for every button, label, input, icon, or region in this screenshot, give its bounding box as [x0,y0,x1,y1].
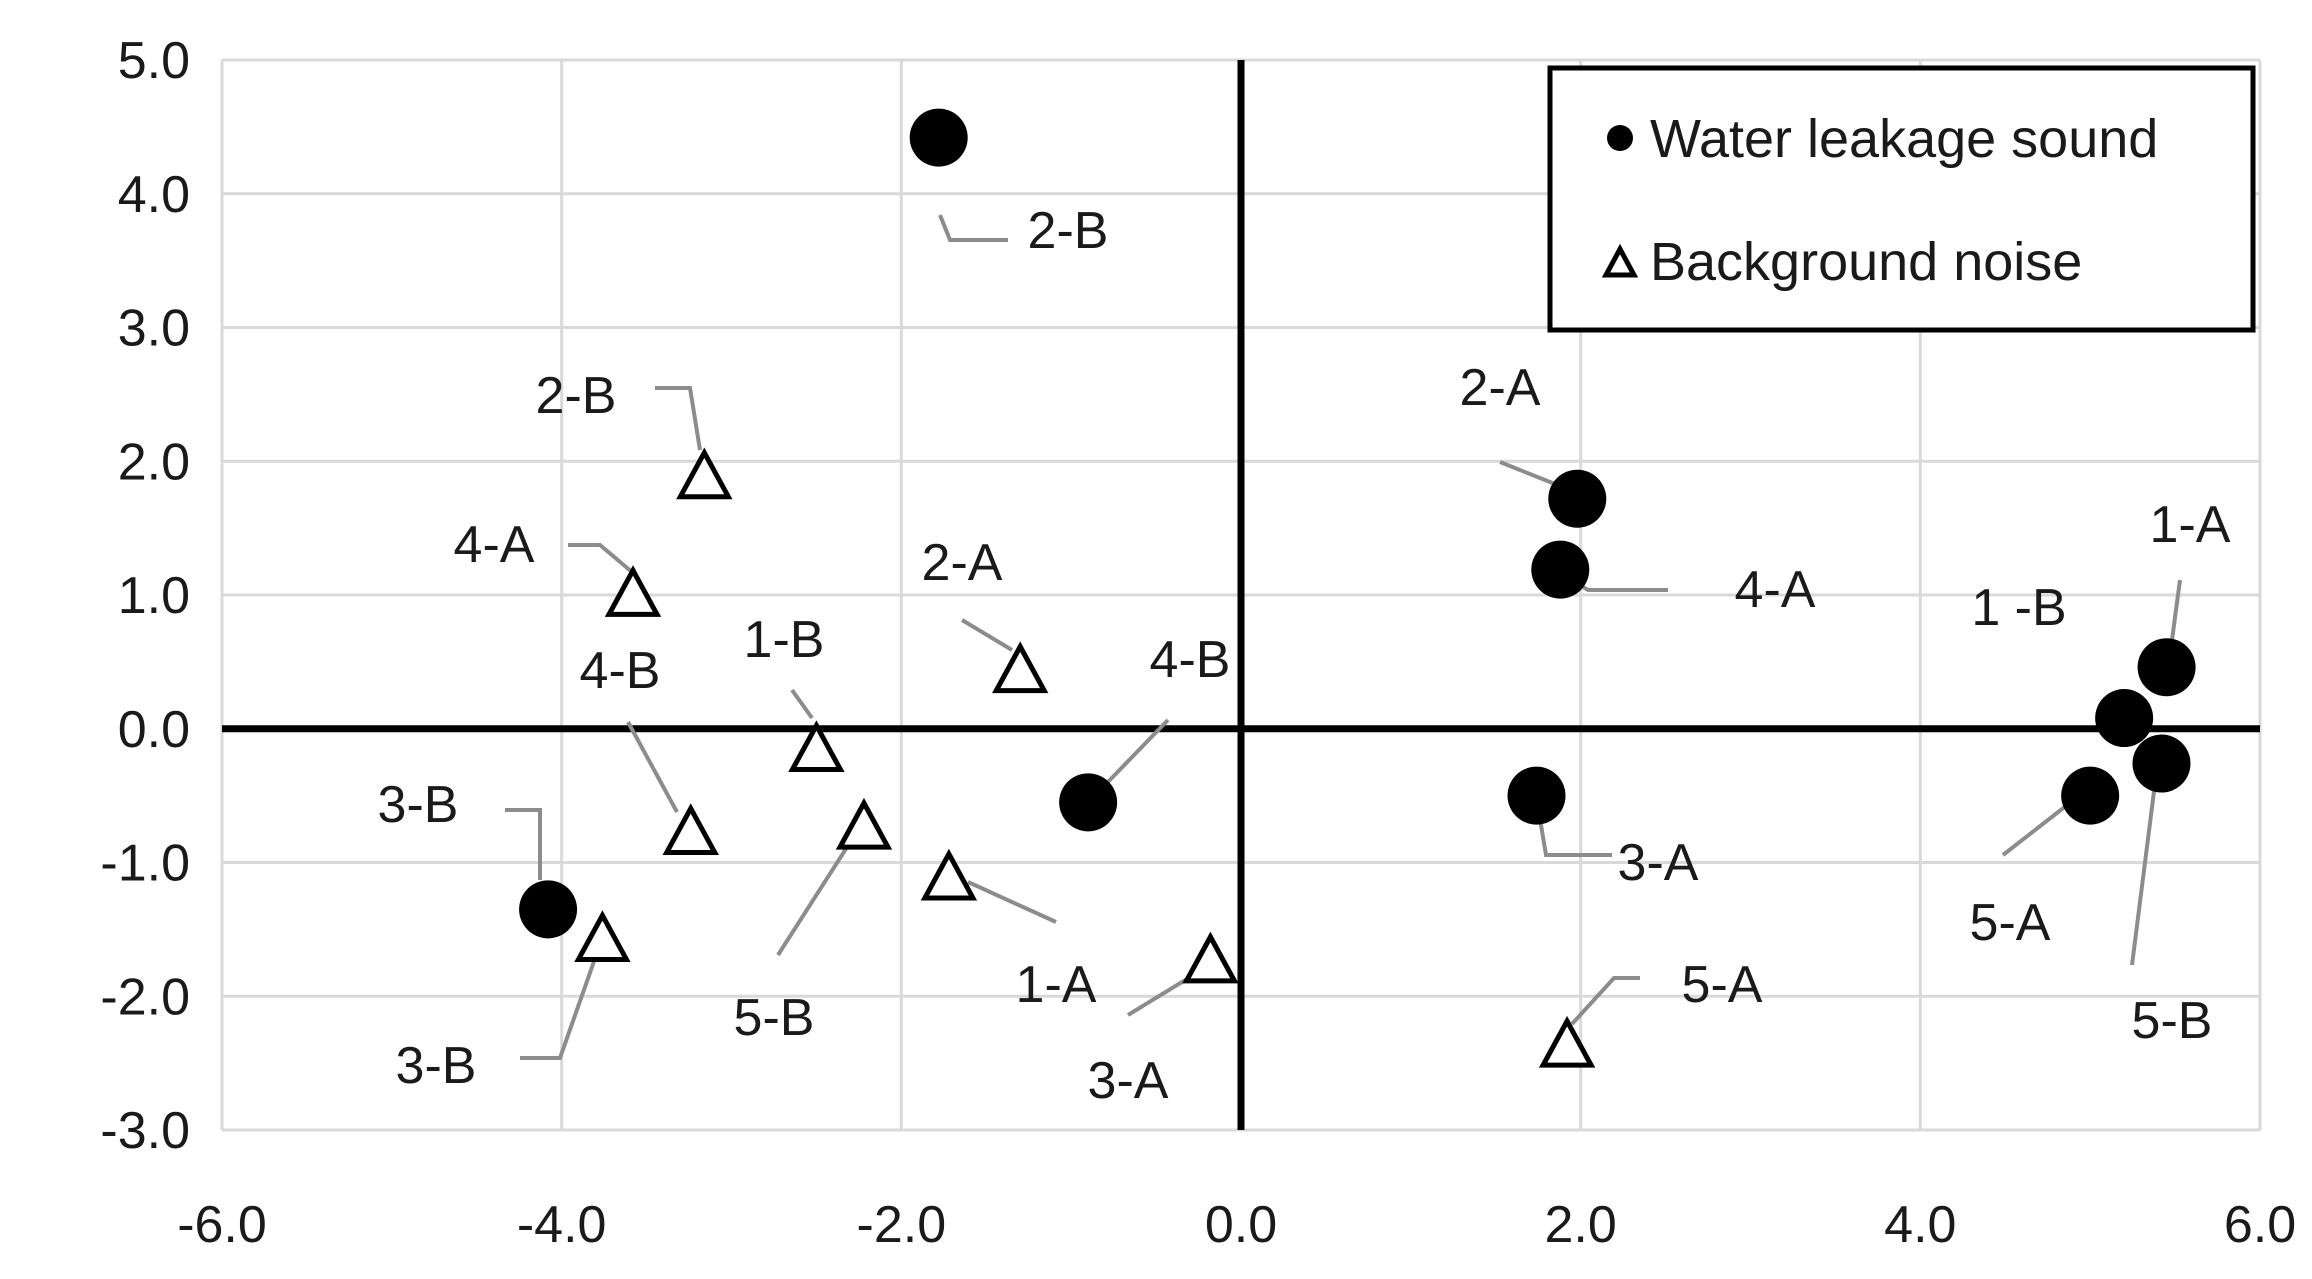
leader-line [967,880,1057,924]
x-tick-label: 2.0 [1545,1196,1617,1254]
point-water-leakage [1507,766,1566,825]
point-background-noise [992,641,1049,694]
x-tick-label: 0.0 [1205,1196,1277,1254]
point-label: 1 -B [1971,579,2066,637]
y-tick-label: 5.0 [118,32,190,90]
point-label: 1-B [744,611,825,669]
point-background-noise [920,848,978,901]
leader-line [790,688,814,720]
point-label: 4-A [1735,561,1816,619]
y-tick-label: -2.0 [100,968,190,1026]
x-tick-labels: -6.0 -4.0 -2.0 0.0 2.0 4.0 6.0 [177,1196,2296,1254]
point-label: 5-B [2132,992,2213,1050]
y-tick-label: 3.0 [118,300,190,358]
point-water-leakage [909,108,968,167]
x-tick-label: 6.0 [2224,1196,2296,1254]
point-water-leakage [1059,773,1118,832]
point-background-noise [662,803,719,855]
point-label: 4-B [580,642,661,700]
legend-label-background: Background noise [1650,232,2082,292]
leader-line [626,721,679,813]
point-label: 2-A [1460,359,1541,417]
point-label: 2-B [536,367,617,425]
leader-line [938,214,1008,242]
leader-line [960,618,1014,652]
point-background-noise [604,565,662,617]
point-background-noise [788,720,845,773]
point-label: 3-A [1088,1052,1169,1110]
legend-box [1547,65,2256,333]
zero-axes [222,60,2260,1130]
leader-line [655,386,702,451]
label-leader-lines [505,214,2182,1060]
point-label: 4-B [1150,631,1231,689]
point-water-leakage [2095,689,2154,748]
leader-line [2130,759,2160,966]
legend-label-water: Water leakage sound [1650,109,2158,169]
legend: Water leakage sound Background noise [1547,65,2256,333]
point-label: 4-A [454,516,535,574]
leader-line [1570,976,1640,1026]
y-tick-label: 4.0 [118,166,190,224]
y-tick-label: 2.0 [118,433,190,491]
x-tick-label: 4.0 [1884,1196,1956,1254]
x-tick-label: -4.0 [517,1196,607,1254]
point-label: 3-A [1618,834,1699,892]
data-points [519,108,2196,1068]
point-water-leakage [2061,766,2120,825]
point-label: 2-A [922,534,1003,592]
leader-line [505,808,542,880]
legend-marker-water [1607,125,1633,151]
point-label: 5-A [1970,894,2051,952]
y-tick-label: -1.0 [100,835,190,893]
x-tick-label: -6.0 [177,1196,267,1254]
y-tick-labels: 5.0 4.0 3.0 2.0 1.0 0.0 -1.0 -2.0 -3.0 [100,32,190,1160]
x-tick-label: -2.0 [857,1196,947,1254]
point-label: 3-B [396,1037,477,1095]
point-label: 5-B [734,989,815,1047]
leader-line [568,543,634,574]
y-tick-label: 1.0 [118,567,190,625]
point-background-noise [835,797,893,850]
point-water-leakage [2132,734,2191,793]
point-label: 1-A [1016,956,1097,1014]
point-background-noise [676,447,733,500]
point-label: 2-B [1028,202,1109,260]
legend-marker-background [1601,243,1639,278]
point-water-leakage [519,880,578,939]
y-tick-label: -3.0 [100,1102,190,1160]
point-label: 3-B [378,776,459,834]
point-label: 1-A [2150,496,2231,554]
point-labels: 2-B 2-A 4-A 4-B 3-A 3-B 1-A 1 -B 5-B 5-A 2-B 4-A 2-A… [378,202,2231,1110]
point-water-leakage [1531,540,1590,599]
leader-line [520,949,600,1060]
point-label: 5-A [1682,956,1763,1014]
leader-line [1103,718,1170,787]
leader-line [1499,460,1556,486]
leader-line [776,828,860,957]
point-background-noise [574,910,631,962]
leader-line [2170,579,2182,641]
point-background-noise [1182,931,1239,984]
y-tick-label: 0.0 [118,701,190,759]
point-background-noise [1538,1015,1596,1068]
point-water-leakage [1548,469,1607,528]
point-water-leakage [2137,638,2196,697]
